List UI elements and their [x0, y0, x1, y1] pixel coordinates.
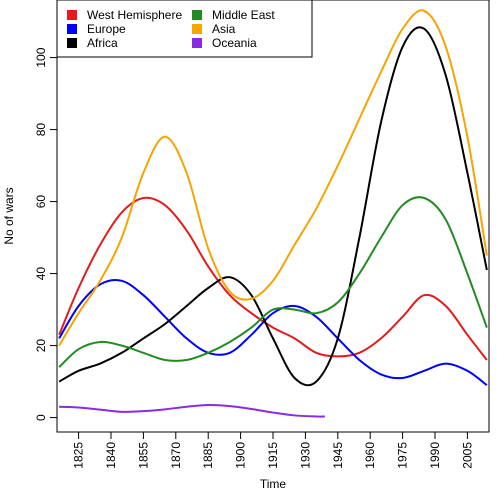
- series-line-europe: [58, 279, 488, 387]
- legend-swatch: [67, 38, 77, 48]
- x-tick-label: 1990: [428, 442, 442, 469]
- y-tick-label: 80: [34, 123, 48, 137]
- x-tick-label: 1960: [363, 442, 377, 469]
- series-line-west-hemisphere: [58, 196, 488, 361]
- legend-box: [56, 0, 313, 58]
- y-tick-label: 20: [34, 339, 48, 353]
- y-tick-label: 100: [34, 47, 48, 67]
- series-line-africa: [58, 26, 488, 387]
- x-axis-title: Time: [260, 477, 287, 491]
- x-tick-label: 1840: [104, 442, 118, 469]
- y-tick-label: 60: [34, 195, 48, 209]
- x-tick-label: 1825: [72, 442, 86, 469]
- x-tick-label: 1915: [266, 442, 280, 469]
- series-line-asia: [58, 9, 488, 347]
- x-tick-label: 1900: [234, 442, 248, 469]
- legend-label: Middle East: [212, 8, 275, 22]
- y-axis-title: No of wars: [2, 187, 16, 244]
- plot-frame: [56, 0, 490, 433]
- x-tick-label: 1885: [201, 442, 215, 469]
- x-tick-label: 1855: [136, 442, 150, 469]
- series-line-oceania: [59, 403, 325, 418]
- x-tick-label: 1945: [331, 442, 345, 469]
- legend-swatch: [192, 38, 202, 48]
- axis-layer: 1825 1840 1855 1870 1885 1900 1915 1930 1945 1960…: [34, 47, 474, 468]
- legend-swatch: [192, 24, 202, 34]
- series-layer: [58, 9, 488, 418]
- legend-swatch: [67, 10, 77, 20]
- legend-label: Africa: [87, 36, 118, 50]
- x-tick-label: 1975: [396, 442, 410, 469]
- legend-label: Oceania: [212, 36, 257, 50]
- legend-label: Asia: [212, 22, 236, 36]
- legend-swatch: [67, 24, 77, 34]
- legend-label: Europe: [87, 22, 126, 36]
- x-tick-label: 1930: [298, 442, 312, 469]
- legend-label: West Hemisphere: [87, 8, 182, 22]
- y-tick-label: 40: [34, 267, 48, 281]
- legend-swatch: [192, 10, 202, 20]
- x-tick-label: 1870: [169, 442, 183, 469]
- y-tick-label: 0: [34, 414, 48, 421]
- x-tick-label: 2005: [460, 442, 474, 469]
- series-line-middle-east: [58, 196, 488, 368]
